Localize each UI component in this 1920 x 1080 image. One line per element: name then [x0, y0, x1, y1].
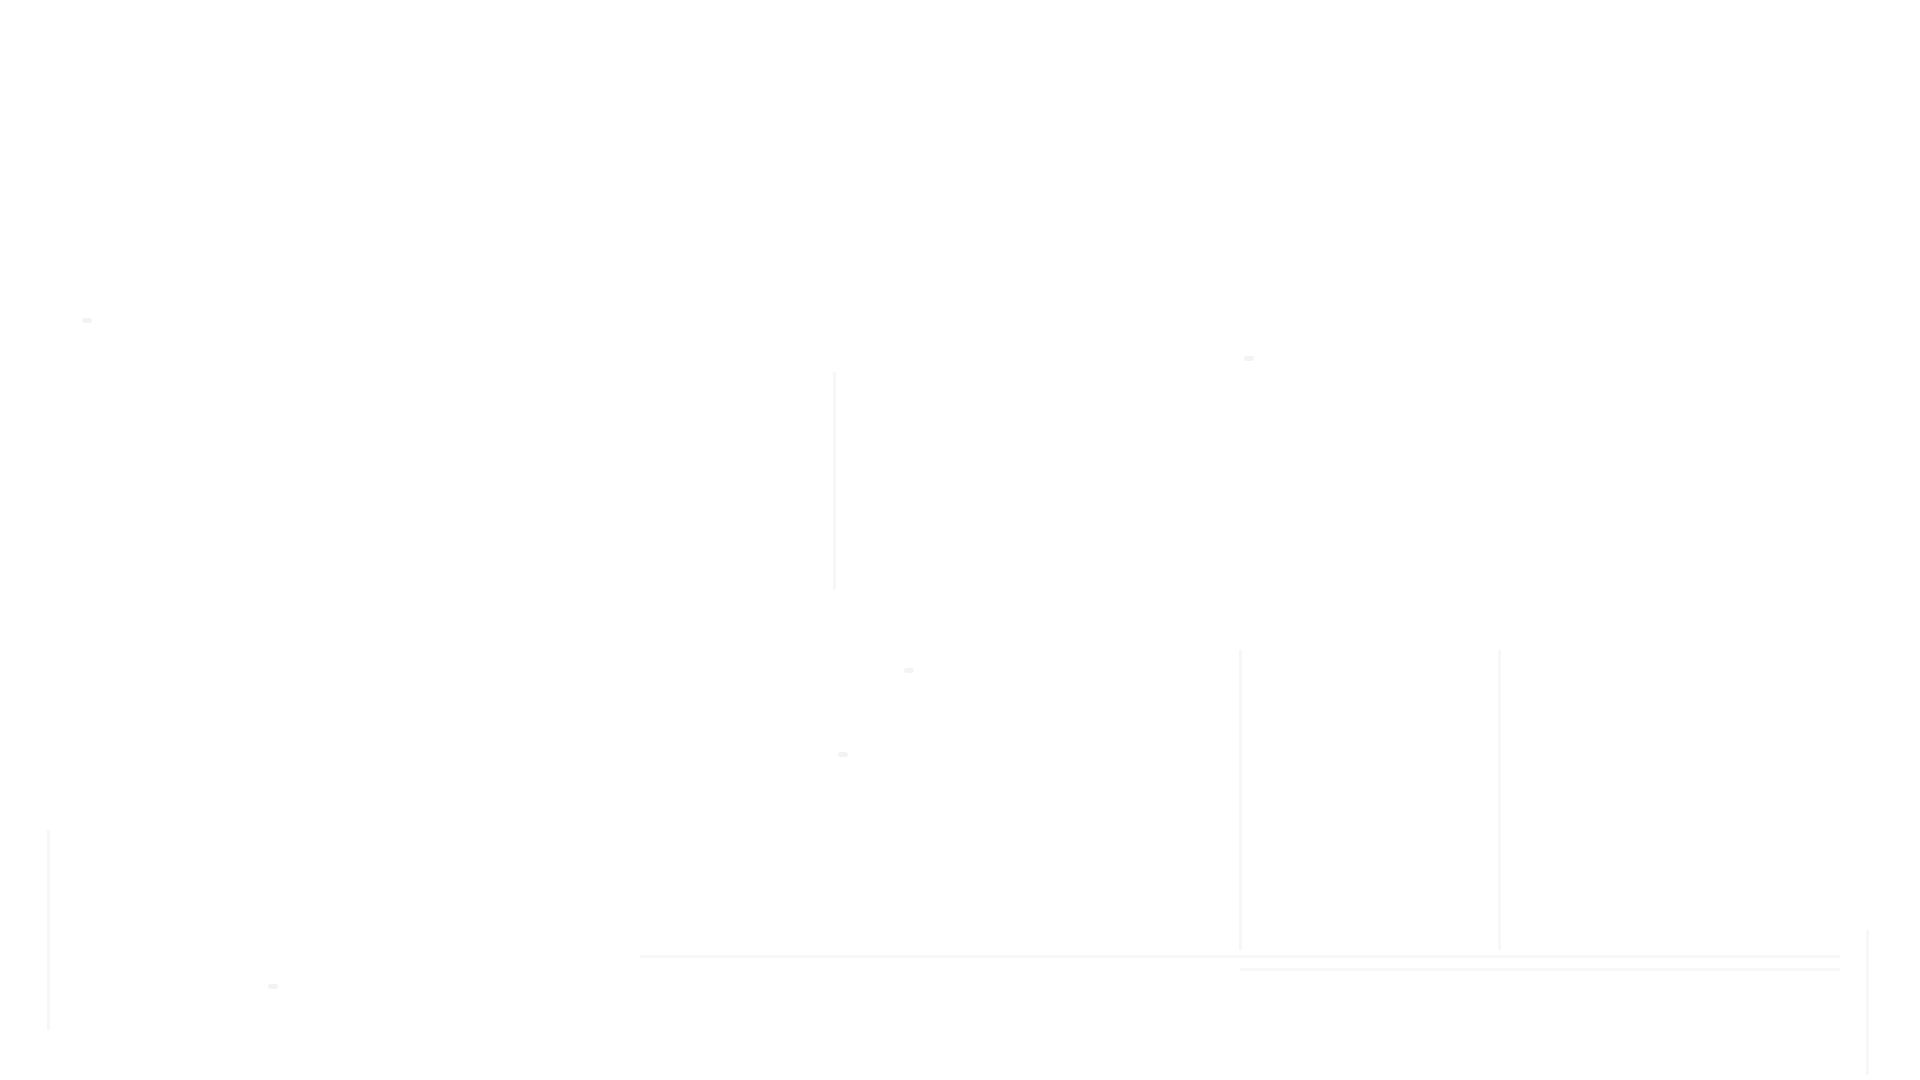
- faint-horizontal-line: [1240, 968, 1840, 971]
- faint-horizontal-line: [640, 955, 1840, 958]
- faint-speck: [904, 668, 914, 673]
- faint-speck: [1244, 356, 1254, 361]
- faint-speck: [838, 752, 848, 757]
- faint-vertical-line: [1498, 650, 1501, 950]
- faint-vertical-line: [1866, 930, 1869, 1075]
- faint-vertical-line: [833, 372, 836, 590]
- faint-vertical-line: [47, 830, 50, 1030]
- faint-speck: [82, 318, 92, 323]
- faint-vertical-line: [1239, 650, 1242, 950]
- faint-speck: [268, 984, 278, 989]
